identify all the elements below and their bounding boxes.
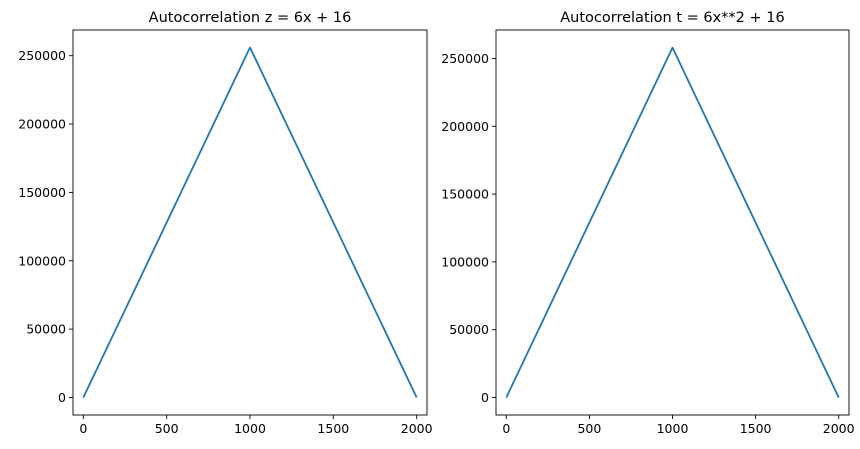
left-y-tick-label: 0 xyxy=(58,390,66,405)
left-plot-frame xyxy=(72,29,428,416)
right-y-tick-label: 50000 xyxy=(449,322,489,337)
right-y-tick-label: 150000 xyxy=(441,187,489,202)
left-y-tick-label: 250000 xyxy=(18,48,66,63)
left-x-tick-label: 500 xyxy=(155,421,179,436)
right-x-tick-label: 0 xyxy=(502,421,510,436)
right-x-tick-label: 500 xyxy=(577,421,601,436)
left-series-line-0 xyxy=(82,46,418,398)
left-x-tick-label: 1000 xyxy=(234,421,266,436)
right-plot-frame xyxy=(495,29,850,416)
left-y-tick-label: 150000 xyxy=(18,185,66,200)
left-x-tick-label: 0 xyxy=(79,421,87,436)
left-chart-panel: Autocorrelation z = 6x + 16 0 500 1000 1500 2… xyxy=(18,10,432,436)
left-y-tick-label: 50000 xyxy=(26,322,66,337)
left-y-tick-label: 100000 xyxy=(18,253,66,268)
left-y-tick-label: 200000 xyxy=(18,117,66,132)
right-y-tick-label: 0 xyxy=(481,390,489,405)
left-x-tick-label: 2000 xyxy=(401,421,433,436)
right-series-line-0 xyxy=(505,46,840,398)
right-x-tick-label: 1000 xyxy=(657,421,689,436)
right-y-tick-label: 250000 xyxy=(441,51,489,66)
right-chart-title: Autocorrelation t = 6x**2 + 16 xyxy=(560,10,784,26)
right-x-tick-label: 1500 xyxy=(740,421,772,436)
right-x-tick-label: 2000 xyxy=(823,421,855,436)
left-chart-title: Autocorrelation z = 6x + 16 xyxy=(149,10,352,26)
right-chart-panel: Autocorrelation t = 6x**2 + 16 0 500 1000 15… xyxy=(441,10,854,436)
right-y-tick-label: 100000 xyxy=(441,254,489,269)
left-x-tick-label: 1500 xyxy=(317,421,349,436)
right-y-tick-label: 200000 xyxy=(441,119,489,134)
